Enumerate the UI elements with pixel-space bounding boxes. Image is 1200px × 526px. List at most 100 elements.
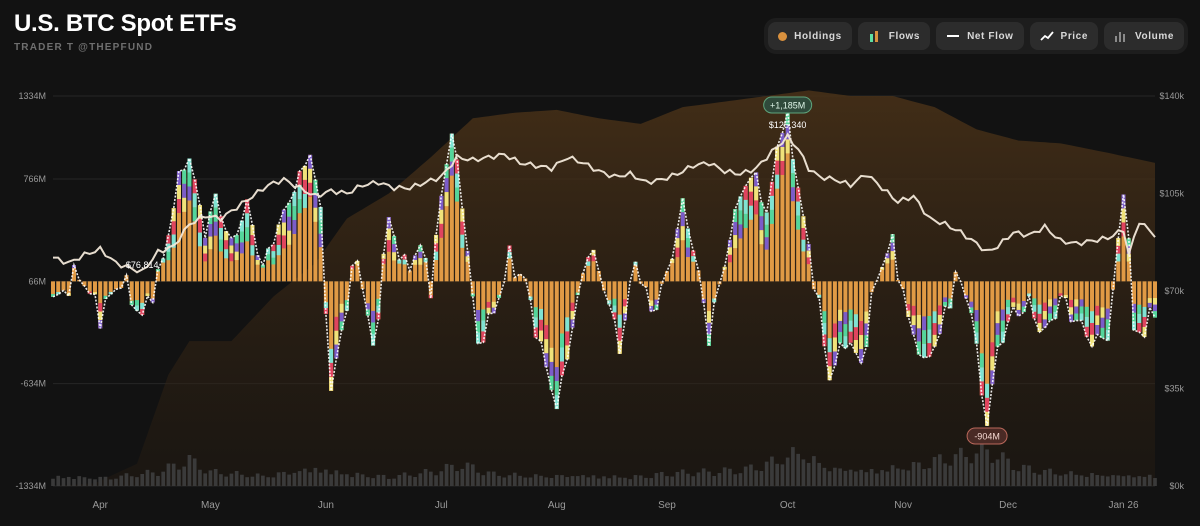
flow-bar	[659, 281, 664, 284]
flow-bar-segment	[1053, 298, 1058, 306]
volume-bar	[833, 467, 837, 486]
flow-bar	[491, 281, 496, 314]
flow-bar-segment	[1142, 326, 1147, 337]
volume-bar	[523, 477, 528, 486]
toggle-flows[interactable]: Flows	[857, 22, 931, 50]
volume-bar	[1121, 476, 1126, 486]
flow-bar-segment	[376, 298, 381, 306]
flow-bar-segment	[1095, 305, 1100, 316]
volume-bar	[848, 469, 853, 486]
flow-bar	[811, 281, 816, 290]
flow-bar-segment	[140, 302, 145, 309]
flow-bar-segment	[1147, 302, 1152, 308]
flow-bar-segment	[318, 220, 323, 234]
toggle-volume[interactable]: Volume	[1104, 22, 1184, 50]
flow-bar-segment	[775, 160, 780, 175]
flow-bar-segment	[287, 202, 292, 217]
flow-bar	[129, 281, 134, 306]
flow-bar-segment	[1079, 299, 1084, 307]
volume-bar	[192, 458, 197, 486]
flow-bar-segment	[827, 338, 832, 353]
flow-bar	[1147, 281, 1152, 308]
flow-bar-segment	[990, 370, 995, 385]
flow-bar-segment	[974, 321, 979, 333]
flow-bar	[696, 270, 701, 282]
flow-bar-segment	[780, 146, 785, 161]
flow-bar	[554, 281, 559, 410]
volume-bar	[854, 471, 858, 486]
flow-bar-segment	[549, 347, 554, 362]
flow-bar-segment	[680, 226, 685, 241]
flow-bar-segment	[87, 291, 92, 294]
flow-bar-segment	[748, 205, 753, 220]
volume-bar	[644, 477, 648, 486]
flow-bar	[161, 258, 166, 282]
flow-bar	[192, 179, 197, 282]
flow-bar	[397, 259, 402, 282]
volume-bar	[817, 462, 821, 486]
flow-bar	[150, 281, 155, 303]
flow-bar	[591, 249, 596, 282]
volume-bar	[911, 461, 916, 486]
flow-bar-segment	[801, 228, 806, 240]
flow-bar-segment	[1147, 298, 1152, 303]
flow-bar-segment	[649, 305, 654, 312]
volume-bar	[481, 475, 486, 486]
flow-bar-segment	[1153, 304, 1157, 312]
toggle-price[interactable]: Price	[1029, 22, 1099, 50]
flow-bar-segment	[727, 247, 732, 255]
volume-bars	[51, 442, 1157, 486]
flow-bar-segment	[297, 199, 302, 214]
flow-bar-segment	[439, 209, 444, 224]
toggle-volume-label: Volume	[1135, 30, 1174, 42]
flow-bar	[712, 281, 717, 303]
flow-bar-segment	[444, 178, 449, 193]
flow-bar-segment	[208, 224, 213, 237]
price-trend-icon	[1039, 30, 1054, 42]
volume-bar	[444, 463, 449, 486]
flow-bar-segment	[785, 139, 790, 154]
flow-bar-segment	[449, 147, 454, 162]
flow-bar-segment	[796, 215, 801, 230]
volume-bar	[743, 466, 748, 486]
flow-bar-segment	[1021, 301, 1026, 307]
flow-bar-segment	[549, 361, 554, 376]
flow-bar-segment	[995, 323, 1000, 335]
volume-bar	[686, 473, 690, 486]
flow-bar-segment	[748, 177, 753, 192]
flow-bar-segment	[1079, 306, 1084, 314]
volume-bar	[98, 476, 103, 486]
toggle-net-flow[interactable]: Net Flow	[936, 22, 1024, 50]
right-tick-label: $105k	[1159, 189, 1184, 199]
volume-bar	[208, 470, 213, 486]
volume-bar	[554, 474, 559, 486]
flow-bar-segment	[434, 243, 439, 252]
flow-bar-segment	[386, 240, 391, 252]
volume-bar	[1105, 476, 1110, 486]
volume-bar	[560, 475, 564, 486]
volume-bar	[880, 470, 884, 486]
volume-bar	[240, 474, 244, 486]
volume-bar	[838, 468, 842, 486]
flow-bar-segment	[780, 160, 785, 175]
flow-bar	[518, 274, 523, 282]
flow-bar-segment	[182, 169, 187, 184]
flow-bar-segment	[769, 209, 774, 224]
flow-bar-segment	[418, 251, 423, 259]
flow-bar	[953, 271, 958, 282]
flow-bar-segment	[1037, 304, 1042, 314]
toggle-holdings[interactable]: Holdings	[768, 22, 852, 50]
flow-bar-segment	[712, 298, 717, 303]
flow-bar-segment	[308, 154, 313, 169]
volume-bar	[764, 461, 769, 486]
volume-bar	[61, 478, 66, 486]
flow-bar-segment	[460, 234, 465, 248]
month-label: Jun	[318, 500, 334, 511]
flow-bar	[56, 281, 61, 295]
volume-bar	[691, 476, 696, 486]
volume-bar	[1037, 474, 1042, 486]
volume-bar	[455, 471, 459, 486]
page-title: U.S. BTC Spot ETFs	[14, 10, 237, 37]
toggle-price-label: Price	[1060, 30, 1089, 42]
flow-bar	[108, 281, 113, 295]
